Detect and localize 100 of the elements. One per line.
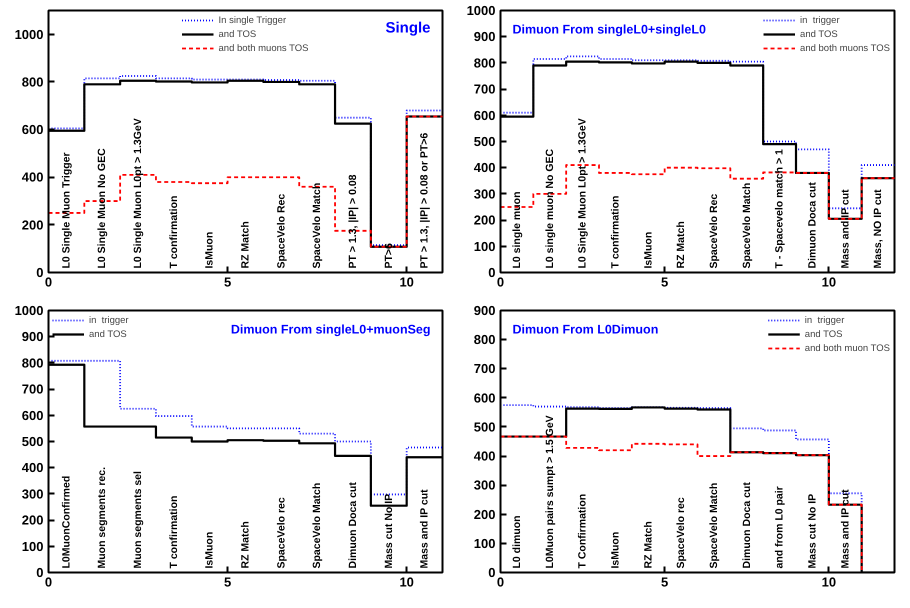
x-tick-label: 5 — [661, 574, 668, 590]
y-tick-label: 400 — [22, 170, 44, 185]
y-tick-label: 1000 — [466, 3, 496, 18]
x-tick-label: 5 — [224, 574, 232, 590]
text: Dimuon From L0Dimuon — [512, 322, 658, 336]
x-tick-label: 5 — [661, 274, 668, 290]
legend-label: in trigger — [89, 314, 129, 326]
legend-label: and TOS — [218, 28, 256, 40]
y-tick-label: 300 — [474, 186, 496, 202]
annotation: L0 dimuon — [510, 515, 523, 568]
annotation: PT>6 — [382, 242, 395, 268]
x-tick-label: 10 — [399, 274, 414, 290]
annotation: PT > 1.3, |IP| > 0.08 or PT>6 — [418, 132, 431, 268]
annotation: Muon segments rec. — [96, 466, 108, 568]
y-tick-label: 200 — [474, 506, 496, 522]
annotation: Dimuon Doca cut — [346, 482, 359, 568]
y-tick-label: 700 — [474, 361, 496, 376]
annotation: L0 Single Muon L0pt > 1.3GeV — [132, 118, 144, 268]
legend-label: and TOS — [804, 328, 842, 340]
legend-label: in trigger — [800, 14, 840, 26]
annotation: L0 single muon — [510, 191, 523, 268]
annotation: T confirmation — [168, 496, 180, 568]
y-tick-label: 800 — [474, 55, 496, 70]
legend-label: and TOS — [800, 28, 838, 40]
y-tick-label: 0 — [488, 565, 496, 580]
annotation: IsMuon — [204, 232, 216, 268]
annotation: IsMuon — [642, 232, 654, 268]
annotation: Mass cut No IP — [806, 494, 818, 568]
annotation: RZ Match — [240, 521, 252, 568]
legend-label: In single Trigger — [218, 14, 286, 26]
annotation: T - Spacevelo match > 1 — [774, 149, 786, 268]
annotation: T confirmation — [609, 196, 622, 268]
y-tick-label: 600 — [474, 108, 496, 123]
annotation: SpaceVelo Match — [311, 482, 324, 568]
annotation: SpaceVelo rec — [275, 497, 288, 568]
legend-label: and both muons TOS — [800, 42, 890, 54]
x-tick-label: 10 — [822, 574, 836, 590]
y-tick-label: 800 — [22, 355, 44, 370]
y-tick-label: 200 — [22, 217, 44, 232]
annotation: L0 Single Muon Trigger — [60, 152, 72, 268]
y-tick-label: 700 — [22, 382, 44, 397]
y-tick-label: 800 — [474, 332, 496, 348]
y-tick-label: 600 — [22, 408, 44, 423]
annotation: L0 Single Muon L0pt > 1.3GeV — [576, 118, 589, 268]
annotation: Mass and IP cut — [839, 188, 852, 268]
legend-label: in trigger — [804, 314, 844, 326]
x-tick-label: 10 — [399, 574, 414, 590]
legend-label: and both muons TOS — [218, 42, 308, 54]
text: Dimuon From singleL0+muonSeg — [230, 322, 430, 336]
annotation: SpaceVelo Rec — [275, 194, 288, 268]
annotation: SpaceVelo rec — [675, 497, 688, 568]
annotation: RZ Match — [642, 521, 654, 568]
annotation: Mass, NO IP cut — [872, 188, 884, 268]
annotation: IsMuon — [204, 532, 216, 568]
y-tick-label: 800 — [22, 74, 44, 90]
y-tick-label: 100 — [474, 536, 496, 551]
annotation: Dimuon Doca cut — [806, 182, 818, 268]
annotation: L0Muon pairs sumpt > 1.5 GeV — [544, 415, 556, 568]
annotation: L0 Single Muon No GEC — [96, 148, 108, 268]
y-tick-label: 1000 — [14, 303, 44, 318]
y-tick-label: 300 — [474, 478, 496, 493]
x-tick-label: 10 — [822, 274, 836, 290]
y-tick-label: 1000 — [14, 26, 44, 42]
annotation: T Confirmation — [576, 494, 589, 568]
annotation: Mass cut No IP — [382, 494, 395, 568]
annotation: SpaceVelo Rec — [708, 194, 720, 268]
annotation: IsMuon — [609, 532, 622, 568]
annotation: SpaceVelo Match — [708, 482, 720, 568]
y-tick-label: 400 — [474, 160, 496, 176]
annotation: RZ Match — [675, 221, 688, 268]
y-tick-label: 100 — [22, 538, 44, 554]
annotation: T confirmation — [168, 196, 180, 268]
annotation: PT > 1.3, |IP| > 0.08 — [346, 174, 359, 268]
y-tick-label: 400 — [474, 448, 496, 464]
y-tick-label: 0 — [36, 265, 44, 280]
annotation: Mass and IP cut — [839, 488, 852, 568]
annotation: Mass and IP cut — [418, 488, 431, 568]
annotation: Muon segments sel — [132, 470, 144, 568]
y-tick-label: 400 — [22, 460, 44, 476]
y-tick-label: 900 — [474, 29, 496, 44]
annotation: Dimuon Doca cut — [740, 482, 753, 568]
legend-label: and TOS — [89, 328, 127, 340]
y-tick-label: 700 — [474, 82, 496, 97]
y-tick-label: 500 — [22, 434, 44, 449]
annotation: L0MuonConfirmed — [60, 476, 72, 568]
y-tick-label: 900 — [474, 303, 496, 318]
y-tick-label: 900 — [22, 329, 44, 344]
annotation: RZ Match — [240, 221, 252, 268]
y-tick-label: 300 — [22, 486, 44, 502]
y-tick-label: 0 — [488, 265, 496, 280]
annotation: and from L0 pair — [774, 486, 786, 568]
text: Dimuon From singleL0+singleL0 — [512, 22, 706, 36]
y-tick-label: 500 — [474, 134, 496, 149]
y-tick-label: 600 — [22, 122, 44, 138]
y-tick-label: 100 — [474, 238, 496, 254]
legend-label: and both muon TOS — [804, 342, 890, 354]
text: Single — [385, 20, 431, 36]
annotation: L0 single muon No GEC — [544, 148, 556, 268]
y-tick-label: 200 — [22, 512, 44, 528]
annotation: SpaceVelo Match — [311, 182, 324, 268]
